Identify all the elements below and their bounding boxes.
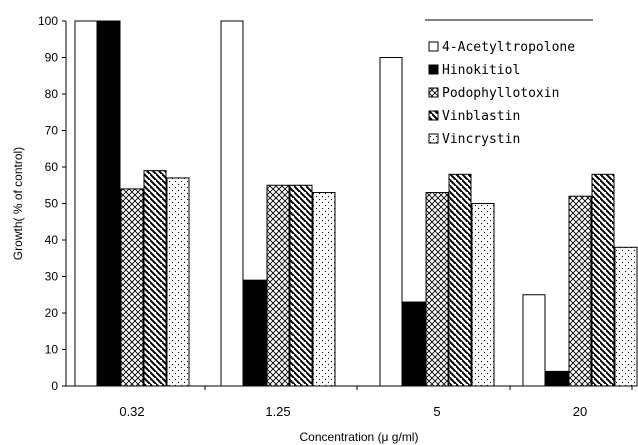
bar-hinokitiol-0.32: [97, 20, 121, 387]
bar-hinokitiol-20: [545, 370, 569, 387]
axes: 0 10 20 30 40 50 60 70 80 90 100 0.32 1.25 5 20: [38, 14, 633, 419]
bar-hinokitiol-5: [402, 301, 426, 387]
plot-bars: [74, 20, 638, 387]
y-tick-label: 50: [45, 197, 59, 211]
y-tick-label: 20: [45, 306, 59, 320]
bar-podophyllotoxin-1.25: [266, 184, 290, 387]
bar-vinblastin-0.32: [143, 170, 167, 387]
x-tick-label: 20: [573, 404, 587, 419]
bar-vinblastin-5: [448, 173, 472, 387]
y-tick-label: 80: [45, 87, 59, 101]
legend-swatch: [428, 64, 439, 75]
x-tick-label: 0.32: [119, 404, 144, 419]
bar-4-acetyltropolone-1.25: [220, 20, 244, 387]
y-tick-label: 60: [45, 160, 59, 174]
bar-vincrystin-0.32: [166, 177, 190, 387]
y-tick-label: 10: [45, 343, 59, 357]
legend-swatch: [428, 110, 439, 121]
y-tick-label: 90: [45, 51, 59, 65]
bar-podophyllotoxin-5: [425, 192, 449, 387]
legend-swatch: [428, 41, 439, 52]
bar-4-acetyltropolone-5: [379, 57, 403, 387]
y-tick-label: 30: [45, 270, 59, 284]
y-tick-label: 70: [45, 124, 59, 138]
x-tick-label: 5: [433, 404, 440, 419]
bar-vinblastin-1.25: [289, 184, 313, 387]
bar-4-acetyltropolone-20: [522, 294, 546, 387]
bar-vincrystin-20: [614, 246, 638, 387]
y-tick-label: 40: [45, 233, 59, 247]
legend-swatch: [428, 87, 439, 98]
bar-4-acetyltropolone-0.32: [74, 20, 98, 387]
legend-background: [415, 10, 635, 162]
legend-label: Podophyllotoxin: [442, 86, 559, 101]
legend-swatch: [428, 133, 439, 144]
bar-hinokitiol-1.25: [243, 279, 267, 387]
y-axis-title: Growth( % of control): [11, 147, 25, 260]
x-tick-label: 1.25: [265, 404, 290, 419]
y-tick-label: 100: [38, 14, 58, 28]
bar-podophyllotoxin-20: [568, 195, 592, 387]
bar-podophyllotoxin-0.32: [120, 188, 144, 387]
bar-vinblastin-20: [591, 173, 615, 387]
y-tick-label: 0: [51, 379, 58, 393]
legend-label: 4-Acetyltropolone: [442, 40, 575, 55]
bar-vincrystin-1.25: [312, 192, 336, 387]
bar-vincrystin-5: [471, 203, 495, 387]
legend-label: Vinblastin: [442, 109, 520, 124]
legend-label: Vincrystin: [442, 132, 520, 147]
legend-label: Hinokitiol: [442, 63, 520, 78]
legend: 4-Acetyltropolone Hinokitiol Podophyllotox…: [415, 10, 635, 162]
x-axis-title: Concentration (μ g/ml): [300, 430, 419, 444]
